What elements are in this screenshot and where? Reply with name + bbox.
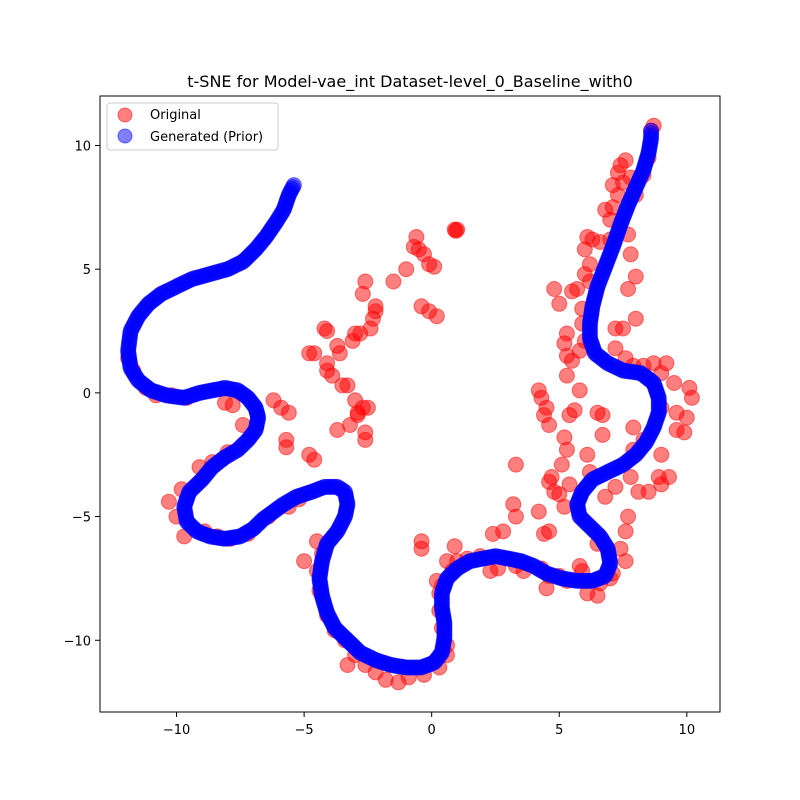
- legend-label-original: Original: [150, 108, 201, 123]
- original-point: [385, 273, 402, 290]
- original-point: [347, 392, 364, 409]
- original-point: [447, 222, 464, 239]
- x-tick-label: 0: [428, 723, 436, 738]
- original-point: [530, 382, 547, 399]
- original-point: [280, 404, 297, 421]
- original-point: [331, 345, 348, 362]
- original-point: [446, 538, 463, 555]
- original-point: [666, 375, 683, 391]
- x-tick-label: 10: [679, 723, 696, 738]
- original-point: [661, 469, 677, 485]
- original-point: [620, 281, 637, 297]
- original-point: [594, 407, 611, 424]
- y-tick-label: 0: [83, 387, 91, 402]
- original-point: [607, 320, 624, 337]
- x-tick-label: 5: [555, 723, 563, 738]
- original-point: [556, 429, 573, 446]
- original-point: [569, 281, 586, 297]
- original-point: [367, 303, 384, 320]
- y-tick-label: 5: [83, 263, 91, 278]
- original-point: [357, 273, 374, 290]
- original-point: [558, 367, 575, 384]
- original-point: [658, 355, 675, 372]
- original-point: [561, 476, 578, 493]
- x-axis: −10 −5 0 5 10: [163, 712, 695, 738]
- original-point: [296, 553, 313, 570]
- legend: Original Generated (Prior): [106, 102, 279, 151]
- original-point: [630, 483, 647, 500]
- chart-title: t-SNE for Model-vae_int Dataset-level_0_…: [187, 72, 633, 92]
- original-point: [553, 456, 570, 473]
- original-point: [617, 553, 634, 570]
- original-point: [301, 345, 318, 362]
- original-point: [683, 389, 700, 406]
- original-point: [541, 523, 558, 540]
- original-point: [622, 469, 639, 485]
- y-tick-label: −5: [72, 511, 91, 526]
- original-point: [160, 493, 177, 510]
- original-point: [558, 325, 575, 342]
- original-point: [617, 523, 634, 540]
- original-point: [627, 310, 644, 327]
- original-point: [571, 558, 588, 574]
- original-point: [551, 295, 568, 312]
- original-point: [413, 540, 430, 557]
- original-point: [566, 402, 583, 419]
- original-point: [594, 426, 611, 443]
- original-point: [546, 281, 563, 297]
- original-point: [324, 367, 341, 384]
- original-point: [581, 256, 598, 273]
- legend-marker-original: [117, 107, 133, 123]
- original-point: [627, 268, 644, 285]
- original-point: [676, 424, 693, 441]
- y-tick-label: 10: [74, 139, 91, 154]
- original-point: [505, 496, 522, 513]
- original-point: [357, 431, 374, 448]
- original-point: [530, 503, 547, 520]
- original-point: [428, 308, 445, 325]
- original-point: [617, 152, 634, 169]
- y-axis: 10 5 0 −5 −10: [64, 139, 100, 649]
- original-point: [278, 439, 295, 456]
- original-point: [224, 397, 241, 414]
- x-tick-label: −5: [295, 723, 314, 738]
- legend-marker-generated: [117, 128, 133, 144]
- original-point: [334, 377, 351, 394]
- legend-box: [106, 102, 279, 151]
- original-point: [620, 508, 637, 525]
- original-point: [622, 246, 639, 263]
- original-point: [571, 382, 588, 399]
- original-point: [678, 409, 695, 426]
- original-point: [329, 422, 346, 438]
- original-point: [607, 478, 624, 495]
- original-point: [426, 258, 443, 275]
- original-point: [398, 261, 415, 278]
- original-point: [507, 456, 524, 473]
- original-point: [653, 446, 670, 463]
- x-tick-label: −10: [163, 723, 190, 738]
- original-point: [579, 446, 596, 463]
- generated-series-points: [120, 122, 667, 676]
- original-point: [495, 523, 512, 540]
- original-point: [306, 451, 323, 468]
- plot-frame: [99, 95, 721, 713]
- original-point: [316, 320, 333, 337]
- original-point: [607, 340, 624, 357]
- y-tick-label: −10: [64, 634, 91, 649]
- original-point: [625, 419, 642, 436]
- generated-point: [643, 122, 660, 139]
- legend-label-generated: Generated (Prior): [150, 130, 263, 145]
- original-point: [597, 488, 614, 505]
